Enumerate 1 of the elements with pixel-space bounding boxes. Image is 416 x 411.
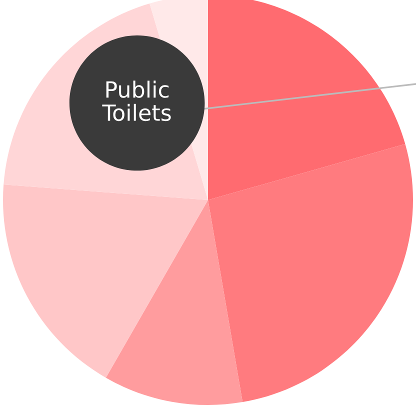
slice-label: Public Toilets [102, 80, 171, 122]
